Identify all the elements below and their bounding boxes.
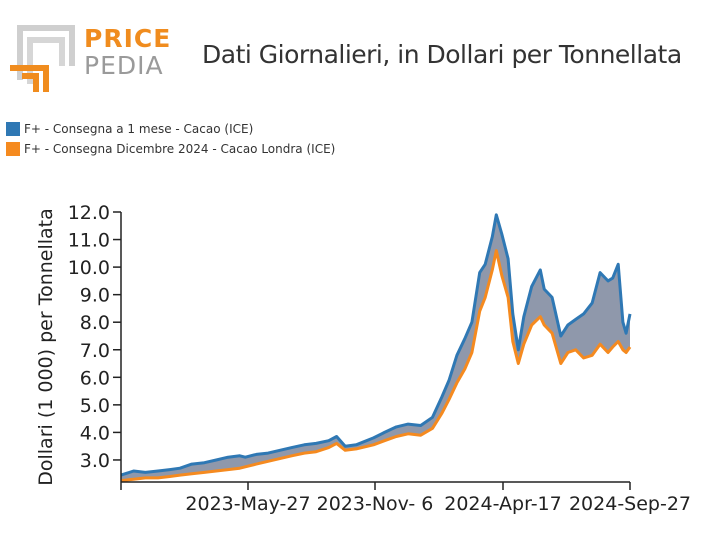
y-tick-label: 8.0: [80, 312, 110, 334]
y-tick-label: 5.0: [80, 395, 110, 417]
y-tick-label: 3.0: [80, 450, 110, 472]
pricepedia-logo: PRICE PEDIA: [6, 22, 170, 92]
spread-area: [121, 214, 630, 481]
legend-swatch-cocoa-ny: [6, 122, 20, 136]
logo-mark: [10, 25, 75, 92]
legend-label-cocoa-ny: F+ - Consegna a 1 mese - Cacao (ICE): [24, 122, 254, 136]
y-tick-label: 9.0: [80, 285, 110, 307]
y-tick-label: 11.0: [68, 230, 110, 252]
y-tick-label: 4.0: [80, 422, 110, 444]
x-tick-label: 2024-Apr-17: [444, 493, 561, 515]
series-line-cocoa-london: [120, 249, 632, 483]
y-axis-title: Dollari (1 000) per Tonnellata: [35, 208, 57, 486]
legend-item-cocoa-london: F+ - Consegna Dicembre 2024 - Cacao Lond…: [6, 139, 335, 159]
x-tick-label: 2023-Nov- 6: [317, 493, 434, 515]
chart-legend: F+ - Consegna a 1 mese - Cacao (ICE) F+ …: [6, 119, 335, 159]
legend-item-cocoa-ny: F+ - Consegna a 1 mese - Cacao (ICE): [6, 119, 335, 139]
x-tick-label: 2023-May-27: [185, 493, 310, 515]
logo-price-text: PRICE: [84, 24, 172, 53]
y-tick-label: 10.0: [68, 257, 110, 279]
y-tick-label: 7.0: [80, 340, 110, 362]
series-line-cocoa-ny: [120, 213, 632, 477]
x-tick-label: 2024-Sep-27: [569, 493, 691, 515]
legend-swatch-cocoa-london: [6, 142, 20, 156]
logo-pedia-text: PEDIA: [84, 51, 164, 80]
chart-title: Dati Giornalieri, in Dollari per Tonnell…: [202, 40, 682, 69]
legend-label-cocoa-london: F+ - Consegna Dicembre 2024 - Cacao Lond…: [24, 142, 336, 156]
y-tick-label: 6.0: [80, 367, 110, 389]
y-tick-label: 12.0: [68, 202, 110, 224]
